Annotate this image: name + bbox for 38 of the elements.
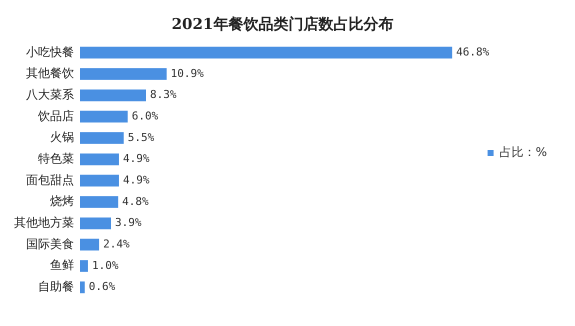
bar <box>80 174 119 187</box>
chart-title: 2021年餐饮品类门店数占比分布 <box>172 14 394 33</box>
data-label: 46.8% <box>456 46 490 59</box>
bar <box>80 110 128 123</box>
y-tick-label: 鱼鲜 <box>50 258 74 272</box>
data-label: 4.9% <box>122 174 150 187</box>
bar <box>80 46 452 59</box>
y-tick-label: 其他餐饮 <box>26 66 74 80</box>
y-tick-label: 自助餐 <box>38 279 74 294</box>
y-tick-label: 国际美食 <box>26 236 74 251</box>
bar <box>80 68 167 80</box>
bar <box>80 132 124 144</box>
data-label: 4.8% <box>122 194 150 208</box>
data-label: 8.3% <box>150 88 177 102</box>
bar <box>80 217 112 230</box>
y-tick-label: 面包甜点 <box>26 172 74 187</box>
y-tick-label: 烧烤 <box>50 194 74 208</box>
data-label: 1.0% <box>92 258 119 272</box>
y-tick-label: 其他地方菜 <box>14 215 74 230</box>
y-tick-label: 八大菜系 <box>26 87 74 102</box>
bar <box>80 238 100 251</box>
y-tick-label: 火锅 <box>50 130 74 144</box>
bar <box>80 281 85 294</box>
data-label: 3.9% <box>115 216 142 230</box>
data-label: 4.9% <box>122 152 150 166</box>
bar <box>80 260 88 272</box>
bar <box>80 196 118 208</box>
data-label: 2.4% <box>103 238 130 251</box>
y-tick-label: 饮品店 <box>37 108 74 123</box>
bar <box>80 153 119 166</box>
data-label: 6.0% <box>132 110 159 123</box>
legend-label: 占比：% <box>500 145 548 160</box>
data-label: 5.5% <box>128 130 155 144</box>
y-tick-label: 小吃快餐 <box>26 44 74 59</box>
data-label: 0.6% <box>88 280 116 294</box>
bar <box>80 89 146 102</box>
y-tick-label: 特色菜 <box>38 151 74 166</box>
data-label: 10.9% <box>170 66 204 80</box>
